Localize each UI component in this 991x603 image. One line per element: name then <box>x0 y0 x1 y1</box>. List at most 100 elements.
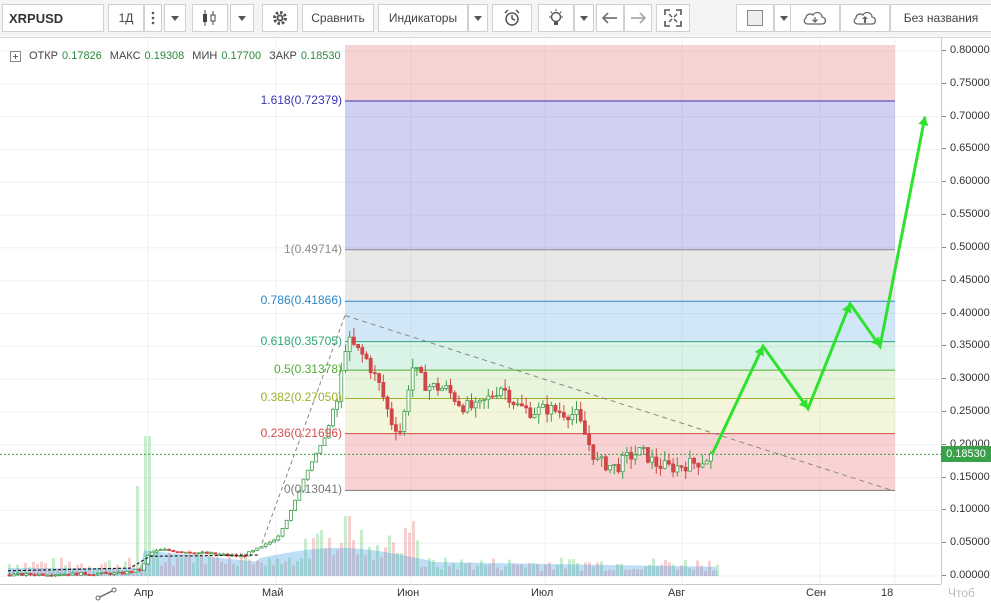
candle-body <box>116 571 121 574</box>
candle-body <box>137 569 142 571</box>
candle-body <box>482 399 487 402</box>
trend-line[interactable] <box>261 315 346 544</box>
user-drawings[interactable] <box>0 116 941 572</box>
volume-bar <box>60 557 63 576</box>
gear-icon <box>273 11 287 25</box>
candle-body <box>532 414 537 419</box>
cloud-download-icon <box>803 11 827 25</box>
compare-button[interactable]: Сравнить <box>302 4 374 32</box>
fib-retracement-zones[interactable] <box>345 45 895 491</box>
candle-body <box>200 551 205 554</box>
layout-name-button[interactable]: Без названия <box>890 4 991 32</box>
chart-grid <box>0 38 941 584</box>
candle-body <box>100 572 104 574</box>
ideas-caret[interactable] <box>574 4 594 32</box>
candle-body <box>423 371 428 391</box>
volume-bar <box>104 562 107 576</box>
volume-bar <box>272 565 275 576</box>
volume-bar <box>556 564 559 576</box>
fib-zone <box>345 433 895 491</box>
expand-icon[interactable] <box>10 50 21 62</box>
candle-body <box>406 389 411 413</box>
volume-bar <box>192 563 195 576</box>
indicators-caret[interactable] <box>468 4 488 32</box>
candle-body <box>221 553 226 556</box>
volume-bar <box>300 558 303 576</box>
candle-body <box>301 478 306 492</box>
candle-body <box>494 395 499 398</box>
candle-body <box>37 573 41 576</box>
volume-bar <box>392 542 395 576</box>
volume-bar <box>572 559 575 576</box>
fullscreen-button[interactable] <box>656 4 690 32</box>
ideas-button[interactable] <box>538 4 574 32</box>
volume-bar <box>480 560 483 576</box>
chevron-down-icon <box>474 15 482 21</box>
candle-body <box>410 367 415 391</box>
price-axis[interactable]: 0.80000 0.75000 0.70000 0.65000 0.60000 0.550… <box>941 38 991 584</box>
symbol-search[interactable]: XRPUSD <box>2 4 104 32</box>
volume-bar <box>400 552 403 576</box>
load-layout-button[interactable] <box>790 4 840 32</box>
volume-bar <box>588 562 591 576</box>
candle-body <box>242 555 247 558</box>
volume-bar <box>128 557 131 576</box>
volume-bar <box>540 570 543 576</box>
price-chart[interactable] <box>0 38 941 584</box>
volume-bar <box>468 562 471 576</box>
color-picker-button[interactable] <box>736 4 774 32</box>
candle-body <box>541 404 545 408</box>
candle-body <box>339 370 344 402</box>
volume-bar <box>116 564 119 576</box>
volume-bar <box>444 557 447 576</box>
candle-body <box>293 499 298 511</box>
interval-button[interactable]: 1Д <box>108 4 144 32</box>
candle-body <box>125 571 129 575</box>
settings-button[interactable] <box>262 4 298 32</box>
volume-bar <box>636 569 639 576</box>
candle-body <box>284 519 289 529</box>
candle-body <box>528 407 533 419</box>
candle-body <box>381 381 386 398</box>
projection-path[interactable] <box>710 116 927 456</box>
volume-bar <box>24 562 27 576</box>
drawing-tool-icon[interactable] <box>95 587 117 601</box>
alert-button[interactable] <box>492 4 532 32</box>
price-tick: 0.05000 <box>942 536 990 549</box>
volume-bar <box>612 570 615 576</box>
volume-bar <box>8 564 11 576</box>
time-axis[interactable]: Апр Май Июн Июл Авг Сен 18 <box>0 584 941 603</box>
volume-bar <box>80 563 83 576</box>
volume-bar <box>648 564 651 576</box>
volume-bar <box>640 569 643 576</box>
volume-bar <box>708 560 711 576</box>
color-picker-caret[interactable] <box>774 4 794 32</box>
volume-bar <box>148 436 151 576</box>
volume-bar <box>688 568 691 576</box>
volume-bar <box>40 561 43 576</box>
interval-caret[interactable] <box>164 4 186 32</box>
chart-type-caret[interactable] <box>230 4 254 32</box>
undo-button[interactable] <box>596 4 624 32</box>
trend-line[interactable] <box>344 314 894 492</box>
volume-bar <box>236 565 239 576</box>
volume-bar <box>476 565 479 576</box>
volume-bar <box>292 565 295 576</box>
candle-body <box>326 425 331 439</box>
redo-button[interactable] <box>624 4 652 32</box>
volume-bar <box>528 563 531 576</box>
indicators-button[interactable]: Индикаторы <box>378 4 468 32</box>
volume-bar <box>592 566 595 576</box>
candle-body <box>583 420 587 435</box>
volume-bar <box>700 565 703 576</box>
interval-dropdown[interactable] <box>144 4 162 32</box>
chart-type-button[interactable] <box>192 4 228 32</box>
candle-body <box>213 552 218 555</box>
volume-bar <box>420 567 423 576</box>
volume-bar <box>652 558 655 576</box>
time-tick: Июн <box>397 587 420 599</box>
volume-bar <box>356 554 359 576</box>
volume-bar <box>72 568 75 576</box>
fib-zone <box>345 45 895 102</box>
save-layout-button[interactable] <box>840 4 890 32</box>
